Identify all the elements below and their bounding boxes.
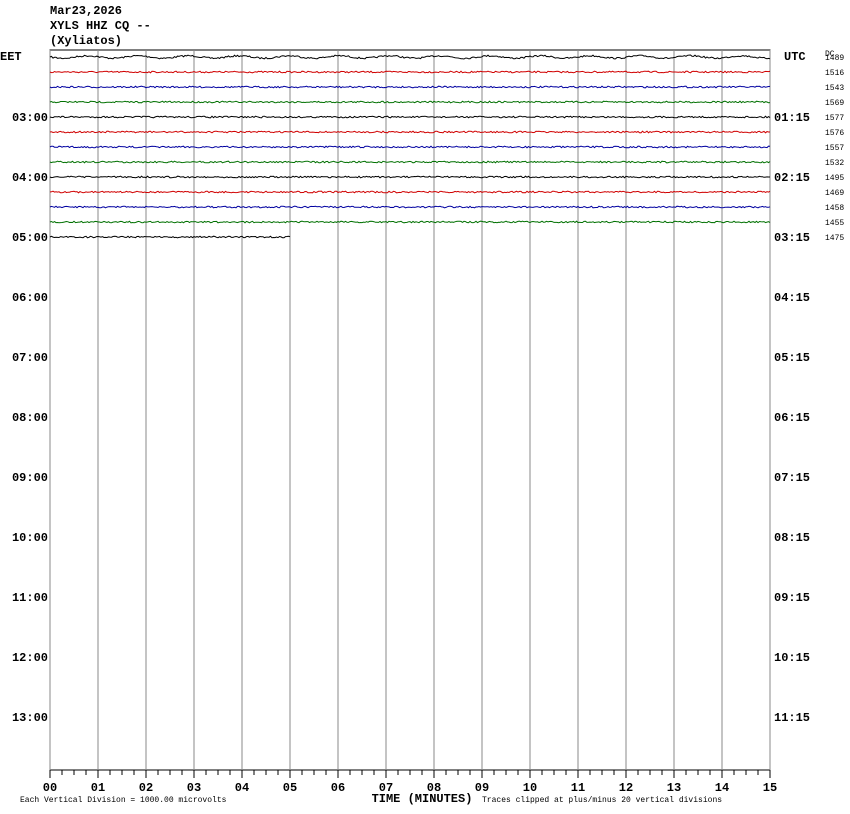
trace [49, 115, 771, 119]
x-tick-label: 07 [379, 781, 393, 795]
right-time-label: 08:15 [774, 531, 810, 545]
right-time-label: 01:15 [774, 111, 810, 125]
dc-label: 1475 [825, 234, 844, 243]
x-tick-label: 13 [667, 781, 681, 795]
left-time-label: 08:00 [12, 411, 48, 425]
dc-label: 1543 [825, 84, 844, 93]
x-axis-label: TIME (MINUTES) [372, 792, 473, 806]
dc-label: 1458 [825, 204, 844, 213]
dc-label: 1495 [825, 174, 844, 183]
x-tick-label: 04 [235, 781, 249, 795]
trace [49, 190, 771, 194]
footer-left: Each Vertical Division = 1000.00 microvo… [20, 796, 227, 805]
x-tick-label: 08 [427, 781, 441, 795]
trace [49, 205, 771, 209]
right-time-label: 06:15 [774, 411, 810, 425]
x-tick-label: 03 [187, 781, 201, 795]
left-zone: EET [0, 50, 22, 64]
x-tick-label: 05 [283, 781, 297, 795]
right-time-label: 02:15 [774, 171, 810, 185]
right-time-label: 04:15 [774, 291, 810, 305]
left-time-label: 06:00 [12, 291, 48, 305]
left-time-label: 12:00 [12, 651, 48, 665]
trace [49, 85, 771, 89]
trace [49, 235, 291, 239]
x-tick-label: 02 [139, 781, 153, 795]
dc-label: 1569 [825, 99, 844, 108]
right-time-label: 05:15 [774, 351, 810, 365]
trace [49, 54, 771, 60]
x-tick-label: 09 [475, 781, 489, 795]
right-time-label: 07:15 [774, 471, 810, 485]
x-tick-label: 00 [43, 781, 57, 795]
trace [49, 100, 771, 104]
trace [49, 70, 771, 74]
right-time-label: 10:15 [774, 651, 810, 665]
right-time-label: 09:15 [774, 591, 810, 605]
dc-label: 1532 [825, 159, 844, 168]
dc-label: 1516 [825, 69, 844, 78]
trace [49, 145, 771, 149]
plot-frame [49, 49, 771, 771]
dc-heading: DC [825, 50, 835, 59]
station: XYLS HHZ CQ -- [50, 19, 151, 33]
x-tick-label: 12 [619, 781, 633, 795]
x-tick-label: 15 [763, 781, 777, 795]
x-tick-label: 14 [715, 781, 729, 795]
left-time-label: 07:00 [12, 351, 48, 365]
location: (Xyliatos) [50, 34, 122, 48]
left-time-label: 03:00 [12, 111, 48, 125]
dc-label: 1469 [825, 189, 844, 198]
trace [49, 130, 770, 134]
right-time-label: 03:15 [774, 231, 810, 245]
dc-label: 1489 [825, 54, 844, 63]
dc-label: 1577 [825, 114, 844, 123]
trace [49, 160, 771, 164]
left-time-label: 10:00 [12, 531, 48, 545]
left-time-label: 13:00 [12, 711, 48, 725]
dc-label: 1557 [825, 144, 844, 153]
right-zone: UTC [784, 50, 806, 64]
x-tick-label: 01 [91, 781, 105, 795]
left-time-label: 11:00 [12, 591, 48, 605]
right-time-label: 11:15 [774, 711, 810, 725]
left-time-label: 09:00 [12, 471, 48, 485]
trace [49, 175, 770, 179]
footer-right: Traces clipped at plus/minus 20 vertical… [482, 796, 722, 805]
x-tick-label: 06 [331, 781, 345, 795]
trace [49, 220, 771, 224]
left-time-label: 05:00 [12, 231, 48, 245]
x-tick-label: 10 [523, 781, 537, 795]
date: Mar23,2026 [50, 4, 122, 18]
left-time-label: 04:00 [12, 171, 48, 185]
x-tick-label: 11 [571, 781, 585, 795]
dc-label: 1455 [825, 219, 844, 228]
dc-label: 1576 [825, 129, 844, 138]
